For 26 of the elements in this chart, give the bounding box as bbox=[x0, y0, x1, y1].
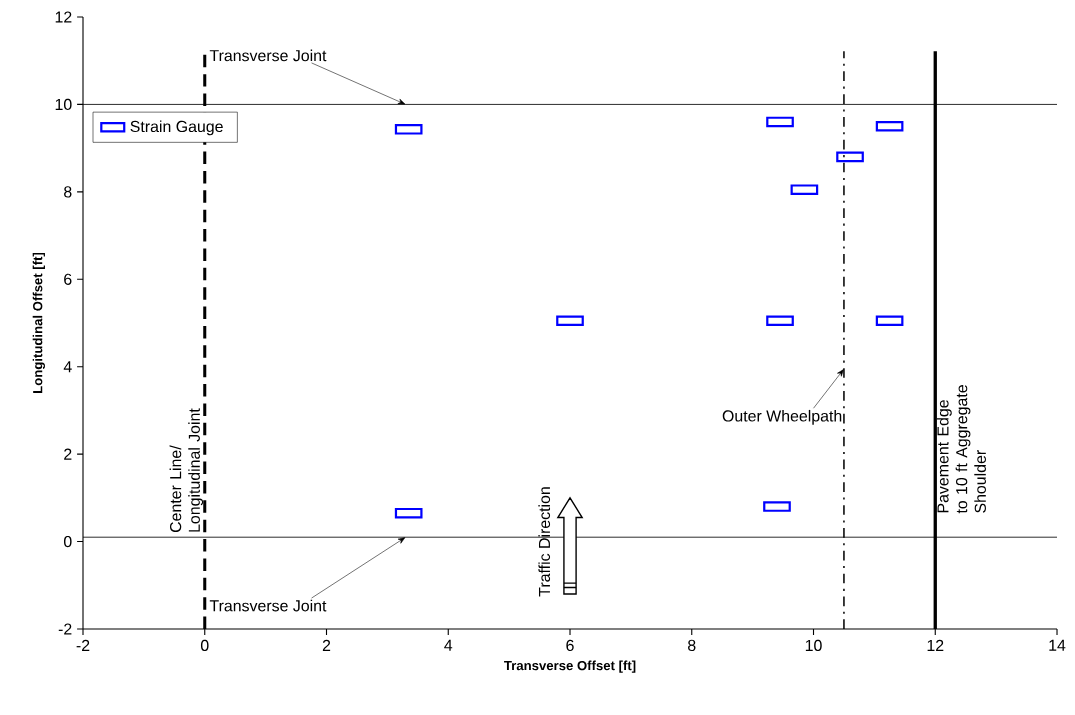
ref-line-label: Pavement Edge to 10 ft Aggregate Shoulder bbox=[936, 385, 986, 514]
ref-line-label: Transverse Joint bbox=[209, 49, 327, 62]
y-tick-label: 12 bbox=[55, 11, 72, 23]
y-tick-label: 8 bbox=[64, 186, 72, 198]
x-tick-label: 12 bbox=[927, 639, 944, 651]
legend-label: Strain Gauge bbox=[130, 120, 223, 136]
x-tick-label: -2 bbox=[76, 639, 90, 651]
y-tick-label: 4 bbox=[63, 361, 72, 373]
ref-line-label: Center Line/ Longitudinal Joint bbox=[169, 408, 204, 533]
annotation: Traffic Direction bbox=[538, 487, 551, 597]
x-tick-label: 4 bbox=[444, 639, 453, 651]
y-tick-label: 0 bbox=[63, 535, 72, 548]
ref-line-label: Transverse Joint bbox=[209, 599, 327, 612]
x-tick-label: 2 bbox=[322, 639, 331, 651]
y-tick-label: 10 bbox=[55, 98, 72, 111]
y-tick-label: 2 bbox=[64, 448, 72, 460]
x-tick-label: 14 bbox=[1049, 639, 1066, 651]
x-tick-label: 8 bbox=[688, 639, 696, 652]
y-tick-label: 6 bbox=[64, 273, 72, 285]
x-tick-label: 0 bbox=[200, 639, 209, 652]
y-axis-title: Longitudinal Offset [ft] bbox=[32, 252, 45, 393]
y-tick-label: -2 bbox=[58, 623, 72, 635]
x-axis-title: Transverse Offset [ft] bbox=[504, 660, 636, 673]
x-tick-label: 6 bbox=[566, 639, 574, 652]
x-tick-label: 10 bbox=[805, 639, 822, 652]
ref-line-label: Outer Wheelpath bbox=[722, 409, 842, 425]
